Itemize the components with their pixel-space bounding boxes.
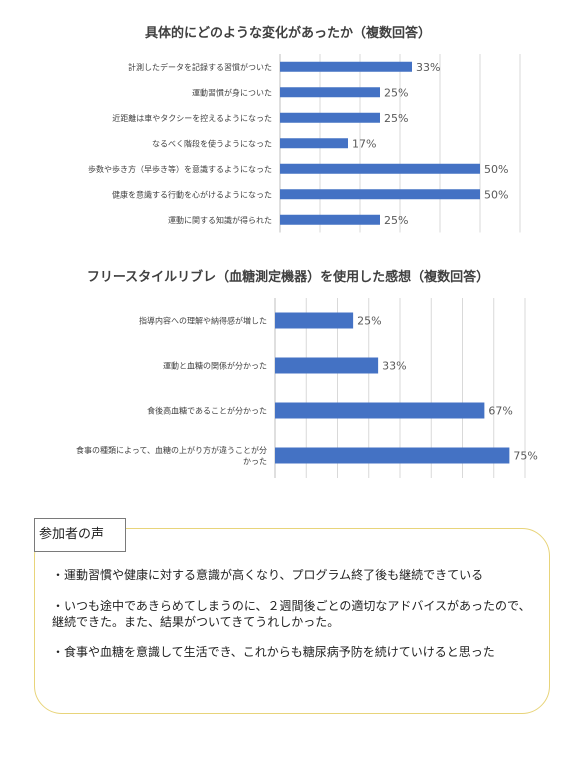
category-label: 指導内容への理解や納得感が増した — [139, 316, 267, 326]
data-label: 25% — [384, 214, 408, 227]
category-label: かった — [243, 457, 267, 466]
category-label: 歩数や歩き方（早歩き等）を意識するようになった — [88, 164, 272, 174]
data-label: 50% — [484, 163, 508, 176]
category-label: 計測したデータを記録する習慣がついた — [128, 62, 272, 72]
voices-panel — [34, 528, 550, 714]
data-label: 67% — [488, 405, 512, 418]
category-label: 運動と血糖の関係が分かった — [163, 361, 267, 371]
bar — [275, 447, 510, 464]
voices-title: 参加者の声 — [34, 518, 126, 552]
chart1-plot: 33% 計測したデータを記録する習慣がついた 25% 運動習慣が身についた 25% 近距離… — [88, 54, 521, 233]
data-label: 50% — [484, 188, 508, 201]
data-label: 25% — [384, 86, 408, 99]
category-label: 食後高血糖であることが分かった — [147, 406, 267, 416]
category-label: 食事の種類によって、血糖の上がり方が違うことが分 — [76, 445, 267, 455]
voice-item: ・食事や血糖を意識して生活でき、これからも糖尿病予防を続けていけると思った — [52, 645, 495, 659]
bar — [280, 163, 480, 174]
bar — [280, 138, 348, 149]
category-label: 健康を意識する行動を心がけるようになった — [112, 189, 272, 199]
voice-item: ・運動習慣や健康に対する意識が高くなり、プログラム終了後も継続できている — [52, 568, 484, 582]
data-label: 75% — [513, 450, 537, 463]
data-label: 17% — [352, 137, 376, 150]
category-label: なるべく階段を使うようになった — [152, 138, 272, 148]
data-label: 25% — [357, 315, 381, 328]
category-label: 運動習慣が身についた — [192, 87, 272, 97]
bar — [280, 189, 480, 200]
bar — [280, 61, 412, 72]
data-label: 25% — [384, 112, 408, 125]
data-label: 33% — [382, 360, 406, 373]
chart2-plot: 25% 指導内容への理解や納得感が増した 33% 運動と血糖の関係が分かった 67% 食後… — [76, 298, 538, 478]
category-label: 近距離は車やタクシーを控えるようになった — [112, 113, 272, 123]
bar — [280, 87, 380, 98]
bar — [275, 402, 485, 419]
chart1-title: 具体的にどのような変化があったか（複数回答） — [144, 26, 431, 41]
bar — [280, 112, 380, 123]
bar — [275, 357, 379, 374]
data-label: 33% — [416, 61, 440, 74]
bar — [280, 214, 380, 225]
bar — [275, 312, 354, 329]
chart2-title: フリースタイルリブレ（血糖測定機器）を使用した感想（複数回答） — [86, 270, 490, 285]
voice-item: ・いつも途中であきらめてしまうのに、２週間後ごとの適切なアドバイスがあったので、… — [52, 599, 531, 629]
category-label: 運動に関する知識が得られた — [168, 215, 272, 225]
